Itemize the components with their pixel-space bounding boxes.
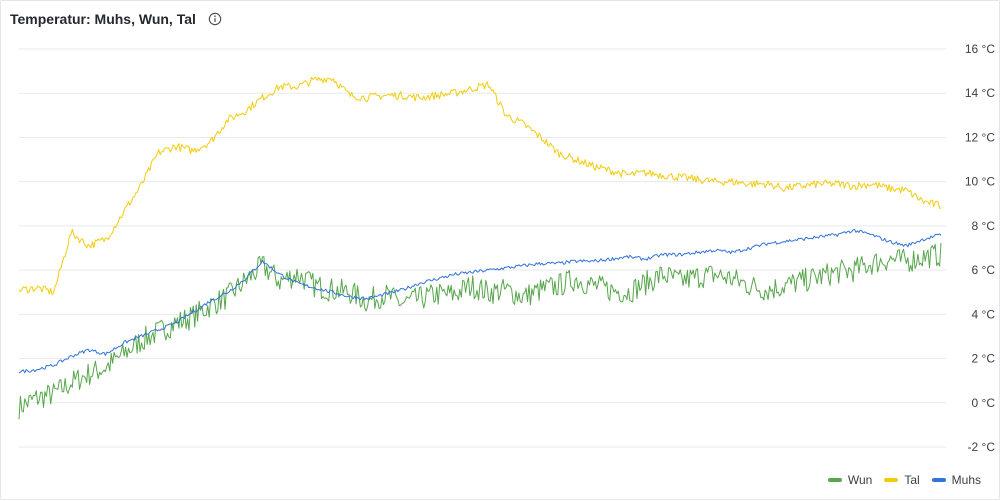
legend-item-wun[interactable]: Wun — [827, 473, 873, 487]
y-tick-label: 8 °C — [972, 219, 996, 233]
y-tick-label: 12 °C — [965, 130, 995, 144]
legend-label: Tal — [904, 473, 920, 487]
legend-swatch — [931, 478, 946, 482]
legend-swatch — [884, 478, 899, 482]
y-tick-label: 0 °C — [972, 396, 996, 410]
y-tick-label: -2 °C — [968, 440, 996, 454]
y-tick-label: 16 °C — [965, 42, 995, 56]
y-tick-label: 4 °C — [972, 307, 996, 321]
chart-legend: Wun Tal Muhs — [827, 473, 981, 487]
legend-item-muhs[interactable]: Muhs — [931, 473, 981, 487]
legend-label: Wun — [847, 473, 873, 487]
panel-title: Temperatur: Muhs, Wun, Tal — [10, 11, 196, 27]
series-line-wun — [18, 242, 942, 420]
panel-header: Temperatur: Muhs, Wun, Tal — [10, 9, 222, 29]
y-tick-label: 2 °C — [972, 352, 996, 366]
y-tick-label: 6 °C — [972, 263, 996, 277]
legend-label: Muhs — [951, 473, 981, 487]
y-tick-label: 10 °C — [965, 175, 995, 189]
y-tick-label: 14 °C — [965, 86, 995, 100]
series-line-muhs — [18, 229, 942, 374]
legend-item-tal[interactable]: Tal — [884, 473, 920, 487]
series-line-tal — [18, 76, 941, 295]
info-circle-icon[interactable] — [208, 12, 222, 26]
legend-swatch — [827, 478, 842, 482]
